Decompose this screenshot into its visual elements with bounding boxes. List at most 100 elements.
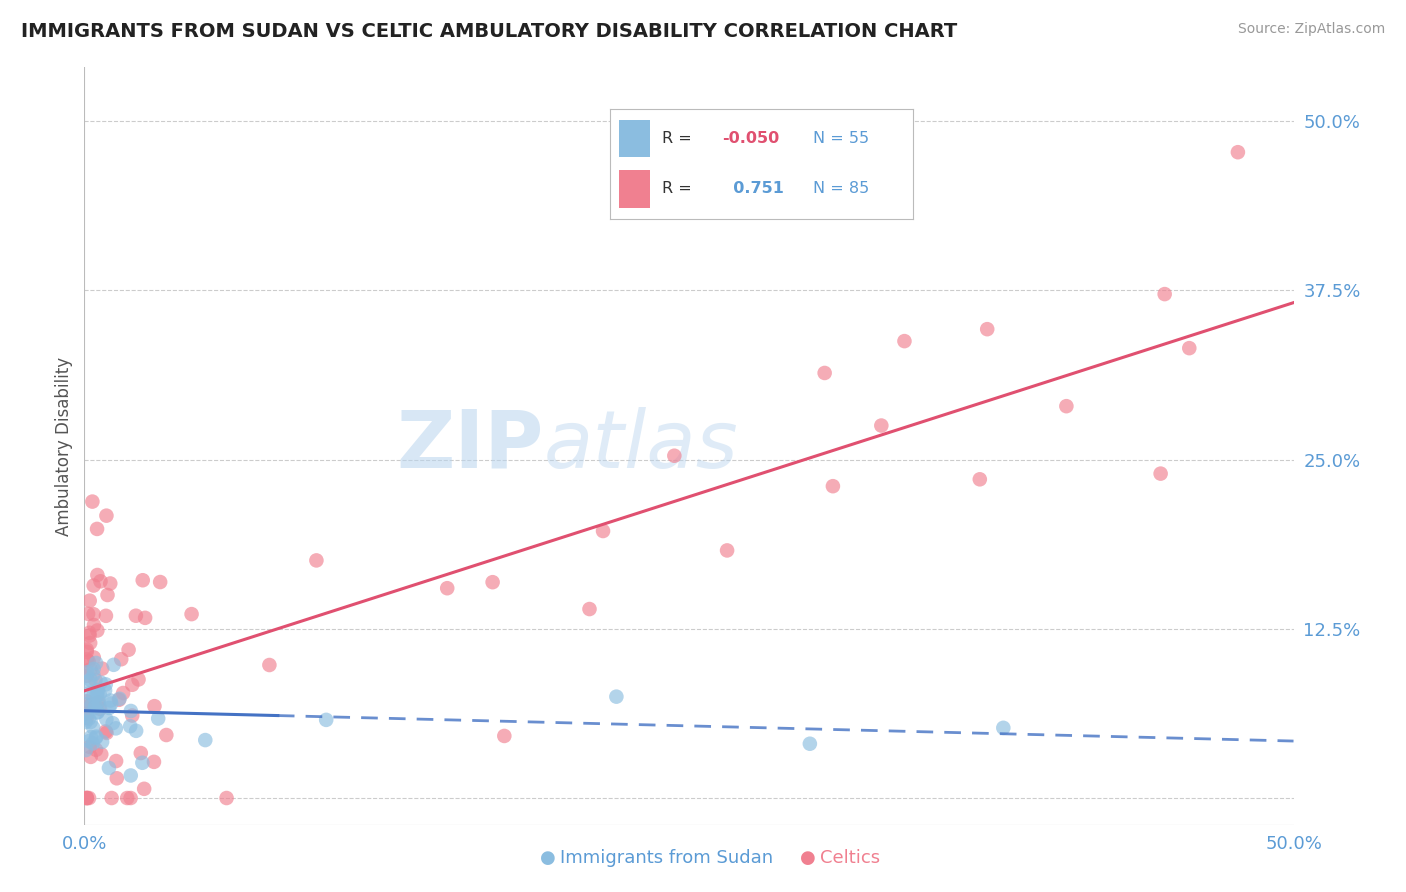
Point bbox=[79, 714, 101, 729]
Point bbox=[89, 687, 111, 701]
Point bbox=[83, 650, 105, 665]
Point bbox=[120, 719, 142, 733]
Point bbox=[148, 712, 170, 726]
Point bbox=[79, 686, 101, 700]
Point bbox=[80, 698, 103, 712]
Point bbox=[79, 625, 101, 640]
Point bbox=[91, 662, 114, 676]
Point bbox=[120, 768, 142, 782]
Point bbox=[84, 673, 107, 687]
Point bbox=[121, 708, 143, 723]
Point bbox=[82, 494, 104, 508]
Point bbox=[79, 662, 101, 676]
Point bbox=[821, 479, 844, 493]
Point bbox=[77, 734, 100, 748]
Point bbox=[83, 578, 105, 592]
Point bbox=[77, 607, 100, 621]
Point bbox=[86, 522, 108, 536]
Point bbox=[94, 724, 117, 739]
Text: Source: ZipAtlas.com: Source: ZipAtlas.com bbox=[1237, 22, 1385, 37]
Point bbox=[993, 721, 1015, 735]
Y-axis label: Ambulatory Disability: Ambulatory Disability bbox=[55, 357, 73, 535]
Point bbox=[76, 669, 98, 683]
Point bbox=[76, 791, 98, 805]
Point bbox=[77, 674, 100, 689]
Point bbox=[976, 322, 998, 336]
Point bbox=[120, 704, 142, 718]
Point bbox=[814, 366, 837, 380]
Point bbox=[79, 739, 101, 754]
Point bbox=[115, 791, 138, 805]
Point bbox=[110, 652, 132, 666]
Point bbox=[94, 683, 117, 698]
Point bbox=[96, 712, 118, 726]
Point bbox=[94, 608, 117, 623]
Point bbox=[87, 705, 110, 719]
Point bbox=[75, 708, 97, 723]
Point bbox=[969, 472, 991, 486]
Point bbox=[89, 699, 111, 714]
Point bbox=[96, 726, 118, 740]
Point bbox=[315, 713, 337, 727]
Text: ●: ● bbox=[540, 849, 555, 867]
Point bbox=[104, 722, 127, 736]
Point bbox=[129, 746, 152, 760]
Point bbox=[194, 733, 217, 747]
Point bbox=[105, 772, 128, 786]
Text: ●: ● bbox=[800, 849, 815, 867]
Point bbox=[96, 588, 118, 602]
Point bbox=[893, 334, 915, 348]
Point bbox=[108, 693, 131, 707]
Point bbox=[121, 678, 143, 692]
Point bbox=[494, 729, 516, 743]
Point bbox=[128, 673, 150, 687]
Point bbox=[90, 675, 112, 690]
Point bbox=[87, 694, 110, 708]
Point bbox=[82, 689, 104, 703]
Point bbox=[108, 691, 131, 706]
Point bbox=[117, 642, 139, 657]
Point bbox=[105, 754, 128, 768]
Point bbox=[481, 575, 503, 590]
Point bbox=[79, 636, 101, 650]
Point bbox=[86, 568, 108, 582]
Point bbox=[77, 654, 100, 668]
Point bbox=[75, 698, 97, 712]
Point bbox=[131, 756, 153, 770]
Point bbox=[103, 657, 125, 672]
Point bbox=[1149, 467, 1171, 481]
Point bbox=[149, 575, 172, 590]
Point bbox=[870, 418, 893, 433]
Point bbox=[86, 688, 108, 702]
Point bbox=[134, 611, 156, 625]
Point bbox=[89, 574, 111, 589]
Point bbox=[79, 629, 101, 643]
Point bbox=[83, 607, 105, 622]
Point bbox=[1054, 399, 1077, 413]
Point bbox=[76, 645, 98, 659]
Point bbox=[96, 508, 118, 523]
Point bbox=[1226, 145, 1249, 160]
Point bbox=[592, 524, 614, 538]
Point bbox=[90, 747, 112, 762]
Point bbox=[77, 712, 100, 726]
Point bbox=[84, 698, 107, 713]
Point bbox=[605, 690, 627, 704]
Text: Celtics: Celtics bbox=[820, 849, 880, 867]
Point bbox=[76, 711, 98, 725]
Text: ZIP: ZIP bbox=[396, 407, 544, 485]
Point bbox=[76, 665, 98, 680]
Point bbox=[84, 730, 107, 744]
Point bbox=[132, 573, 155, 587]
Point bbox=[86, 706, 108, 720]
Point bbox=[305, 553, 328, 567]
Point bbox=[259, 658, 281, 673]
Point bbox=[82, 736, 104, 750]
Point bbox=[143, 699, 166, 714]
Point bbox=[83, 662, 105, 676]
Point bbox=[77, 791, 100, 805]
Point bbox=[82, 721, 104, 735]
Point bbox=[75, 743, 97, 757]
Point bbox=[143, 755, 166, 769]
Point bbox=[86, 624, 108, 638]
